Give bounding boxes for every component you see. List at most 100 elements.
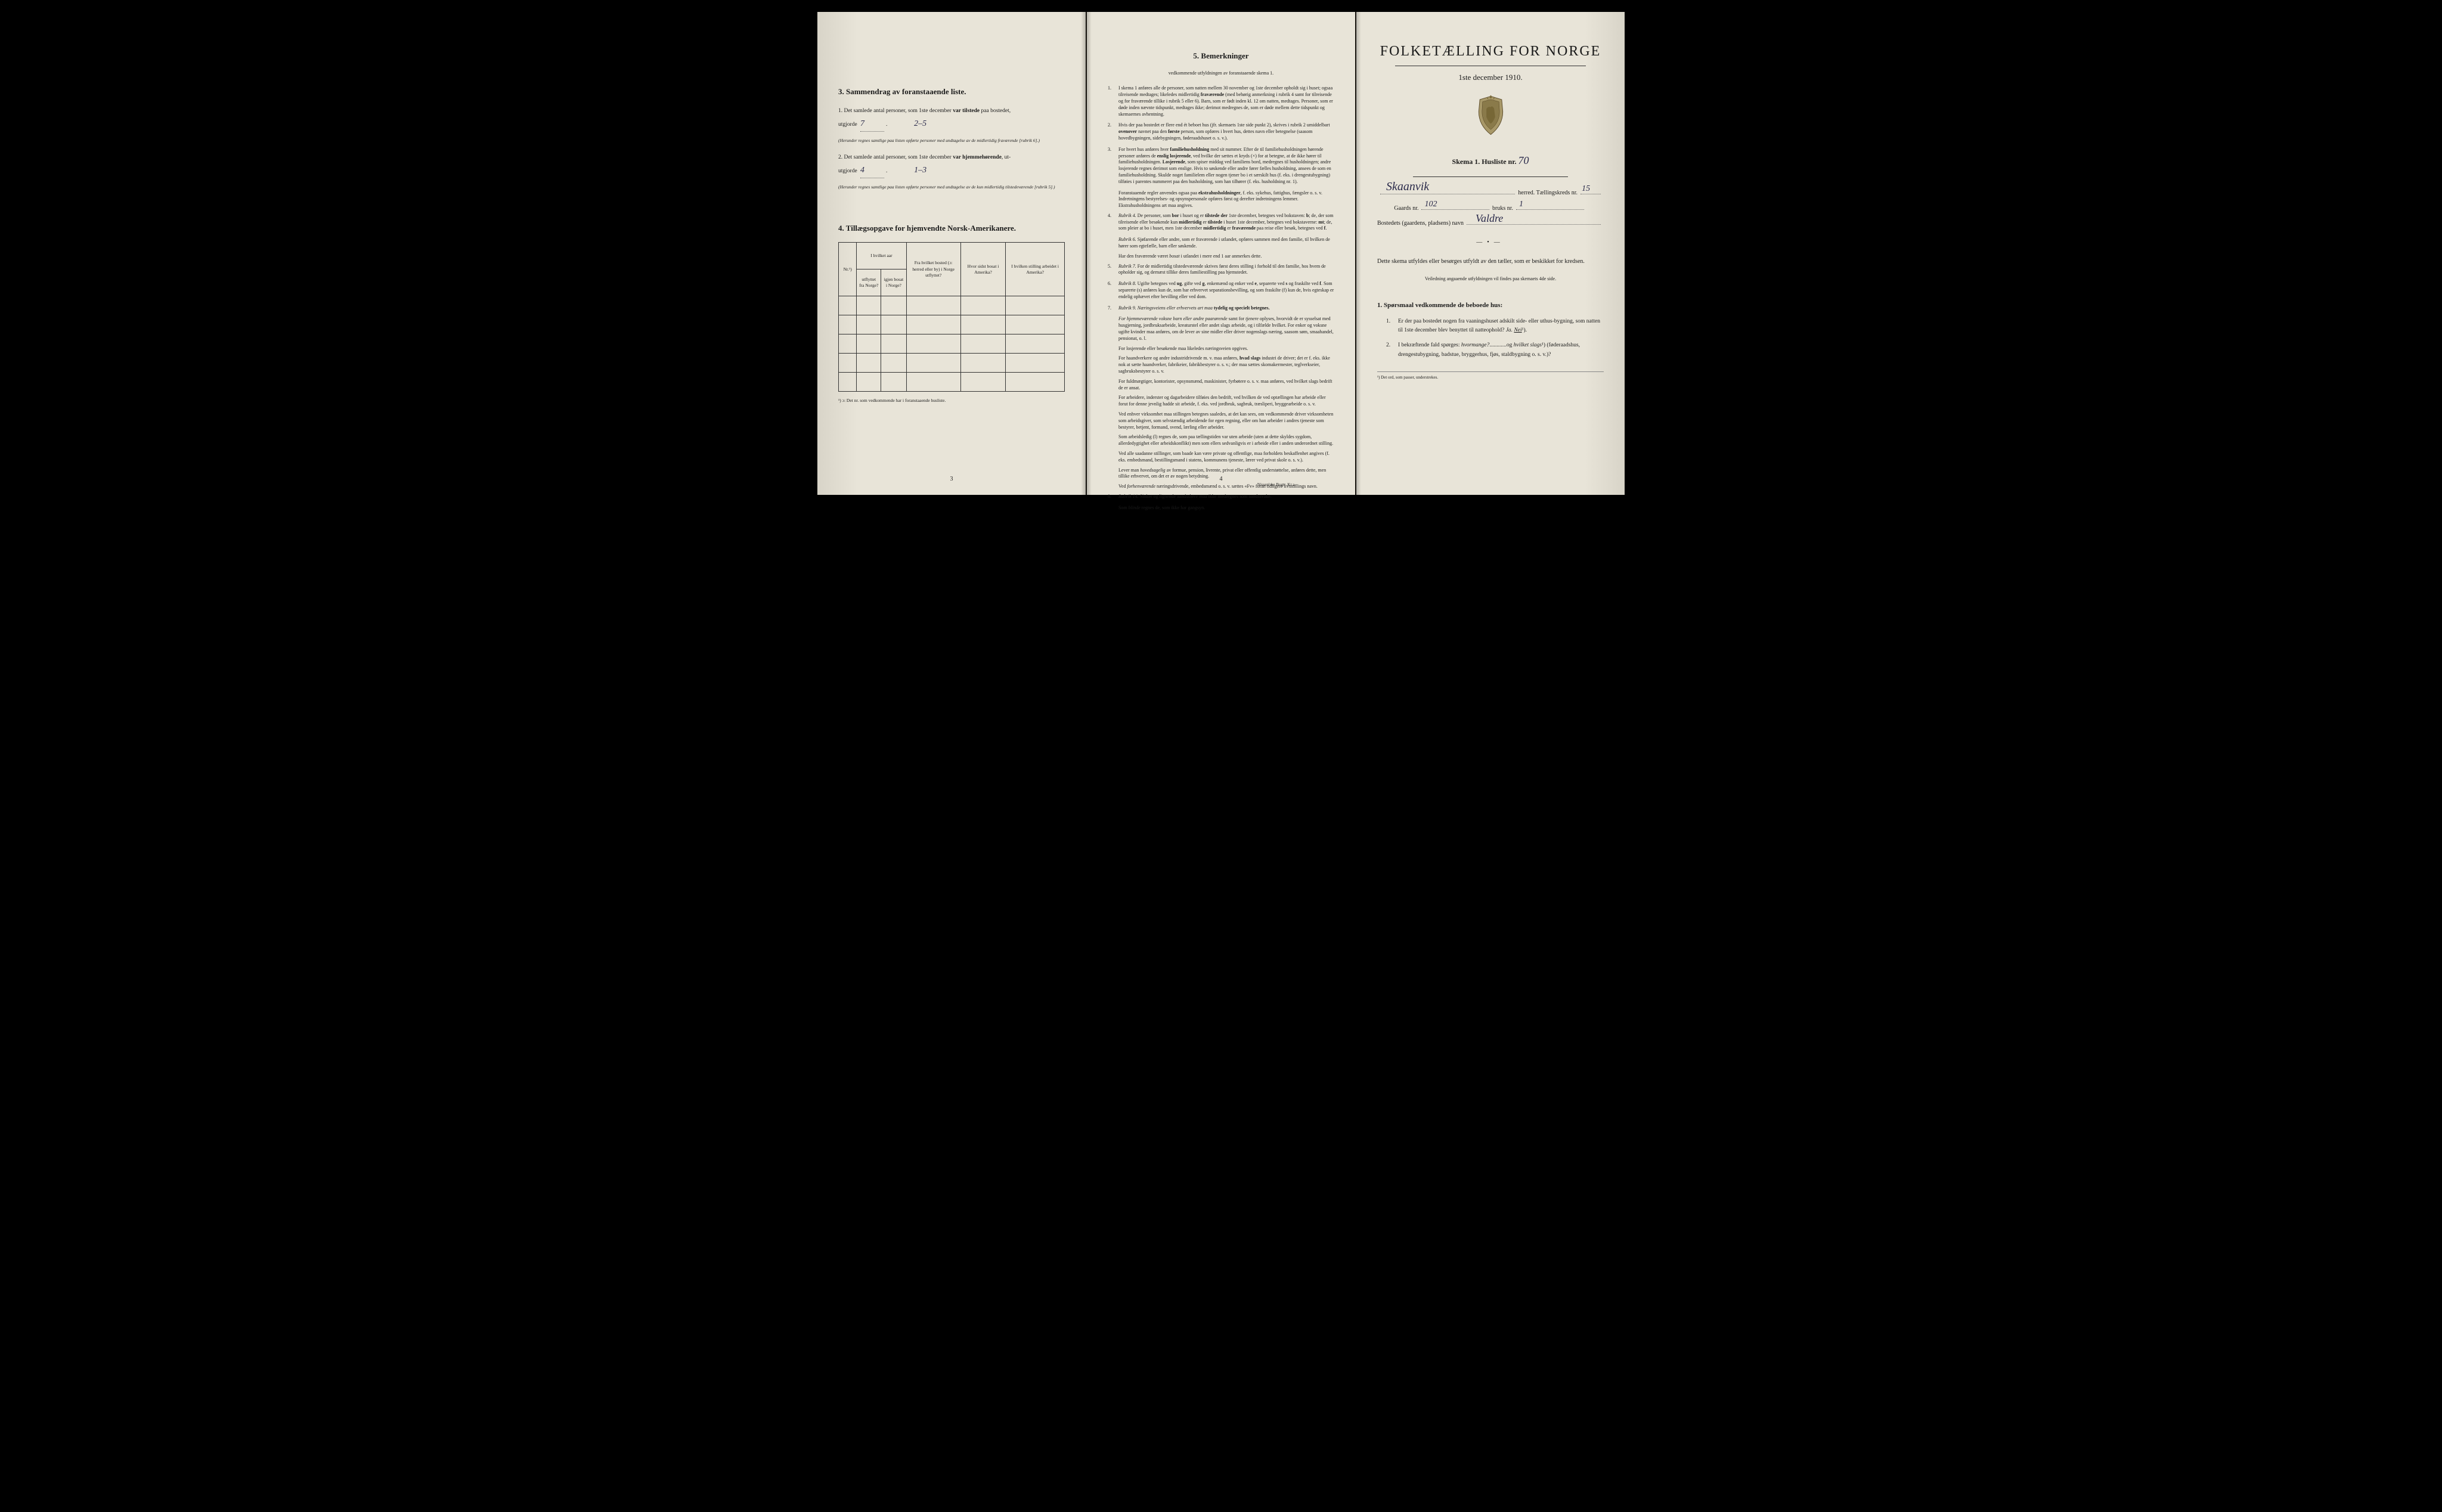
remark-indent: For hjemmeværende voksne barn eller andr… [1118,316,1334,342]
supplement-table: Nr.¹) I hvilket aar Fra hvilket bosted (… [838,242,1065,392]
remark-indent: For losjerende eller besøkende maa likel… [1118,346,1334,352]
remark-indent: Rubrik 6. Sjøfarende eller andre, som er… [1118,237,1334,250]
remarks-list: 1.I skema 1 anføres alle de personer, so… [1108,85,1334,511]
remark-item: 8.Rubrik 14. Sinker og lignende aandsslø… [1108,494,1334,500]
remark-indent: For arbeidere, inderster og dagarbeidere… [1118,395,1334,408]
item1-post: paa bostedet, [981,108,1011,114]
item1-bold: var tilstede [953,108,980,114]
skema-label: Skema 1. Husliste nr. [1452,157,1517,166]
remark-indent: Ved forhenværende næringsdrivende, embed… [1118,484,1334,490]
bruks-hw: 1 [1519,199,1523,210]
herred-label: herred. Tællingskreds nr. [1518,189,1578,197]
table-row [839,354,1065,373]
table-row [839,334,1065,354]
binding-shadow [1081,12,1086,495]
remark-indent: For fuldmægtiger, kontorister, opsynsmæn… [1118,379,1334,392]
hw-1b: 2–5 [914,119,926,128]
remark-content: Rubrik 14. Sinker og lignende aandssløve… [1118,494,1334,500]
census-date: 1ste december 1910. [1377,72,1604,83]
remark-indent: Foranstaaende regler anvendes ogsaa paa … [1118,190,1334,209]
item2-bold: var hjemmehørende [953,154,1002,160]
remark-content: I skema 1 anføres alle de personer, som … [1118,85,1334,117]
ornament-divider: ―•― [1377,238,1604,247]
note-2: (Herunder regnes samtlige paa listen opf… [838,184,1065,190]
bosted-hw: Valdre [1476,211,1503,225]
note-1: (Herunder regnes samtlige paa listen opf… [838,138,1065,144]
page-4: 5. Bemerkninger vedkommende utfyldningen… [1087,12,1355,495]
page5-footnote: ¹) Det ord, som passer, understrekes. [1377,371,1604,380]
bosted-line: Bostedets (gaardens, pladsens) navn Vald… [1377,219,1604,228]
skema-number-hw: 70 [1518,154,1529,166]
q2-num: 2. [1386,341,1398,359]
remark-indent: Ved enhver virksomhet maa stillingen bet… [1118,411,1334,430]
coat-of-arms [1377,95,1604,138]
item2-pre: 2. Det samlede antal personer, som 1ste … [838,154,952,160]
remark-num: 4. [1108,213,1118,232]
th-amerika: Hvor sidst bosat i Amerika? [960,243,1006,296]
remark-indent: Ved alle saadanne stillinger, som baade … [1118,451,1334,464]
th-stilling: I hvilken stilling arbeidet i Amerika? [1006,243,1065,296]
summary-item-1: 1. Det samlede antal personer, som 1ste … [838,106,1065,132]
remark-num: 8. [1108,494,1118,500]
printer-mark: Nissen'ske Bogtr. Kr.a. [1257,482,1296,488]
remark-num: 3. [1108,147,1118,185]
remark-content: Hvis der paa bostedet er flere end ét be… [1118,122,1334,141]
th-bosted: Fra hvilket bosted (ɔ: herred eller by) … [906,243,960,296]
item1-pre: 1. Det samlede antal personer, som 1ste … [838,108,952,114]
skema-line: Skema 1. Husliste nr. 70 [1377,153,1604,168]
remark-content: Rubrik 4. De personer, som bor i huset o… [1118,213,1334,232]
fill-2a: 4 [860,163,884,178]
remark-num: 5. [1108,264,1118,277]
skema-rule [1413,176,1568,177]
table-footnote: ¹) ɔ: Det nr. som vedkommende har i fora… [838,398,1065,404]
page-number-3: 3 [950,475,953,484]
remark-indent: Har den fraværende været bosat i utlande… [1118,253,1334,260]
remark-item: 3.For hvert hus anføres hver familiehush… [1108,147,1334,185]
remark-num: 2. [1108,122,1118,141]
kreds-hw: 15 [1582,184,1590,195]
remark-num: 7. [1108,305,1118,312]
page-5-cover: FOLKETÆLLING FOR NORGE 1ste december 191… [1356,12,1625,495]
table-header-row: Nr.¹) I hvilket aar Fra hvilket bosted (… [839,243,1065,269]
remark-content: Rubrik 9. Næringsveiens eller erhvervets… [1118,305,1334,312]
remark-content: Rubrik 8. Ugifte betegnes ved ug, gifte … [1118,281,1334,300]
section-5-title: 5. Bemerkninger [1108,51,1334,61]
section-3-title: 3. Sammendrag av foranstaaende liste. [838,86,1065,97]
remark-item: 6.Rubrik 8. Ugifte betegnes ved ug, gift… [1108,281,1334,300]
table-row [839,296,1065,315]
herred-line: Skaanvik herred. Tællingskreds nr. 15 [1377,189,1604,197]
crest-svg [1474,95,1507,137]
q2-text: I bekræftende fald spørges: hvormange?..… [1398,341,1604,359]
gaards-fill: 102 [1421,209,1489,210]
gaards-hw: 102 [1424,199,1437,210]
th-utflyttet: utflyttet fra Norge? [857,269,881,296]
binding-shadow [1356,12,1361,495]
section-4-title: 4. Tillægsopgave for hjemvendte Norsk-Am… [838,223,1065,234]
remark-item: 1.I skema 1 anføres alle de personer, so… [1108,85,1334,117]
remark-item: 5.Rubrik 7. For de midlertidig tilstedev… [1108,264,1334,277]
hw-2a: 4 [860,166,864,175]
table-row [839,315,1065,334]
th-nr: Nr.¹) [839,243,857,296]
th-igjen: igjen bosat i Norge? [881,269,907,296]
item2-post: , ut- [1002,154,1011,160]
info-para-2: Veiledning angaaende utfyldningen vil fi… [1377,275,1604,283]
document-spread: 3. Sammendrag av foranstaaende liste. 1.… [817,12,1625,495]
page-3: 3. Sammendrag av foranstaaende liste. 1.… [817,12,1086,495]
section-5-subtitle: vedkommende utfyldningen av foranstaaend… [1108,70,1334,77]
info-para-1: Dette skema utfyldes eller besørges utfy… [1377,257,1604,267]
bruks-fill: 1 [1516,209,1584,210]
hw-1a: 7 [860,119,864,128]
hw-2b: 1–3 [914,166,926,175]
fill-1a: 7 [860,116,884,132]
table-row [839,373,1065,392]
remark-indent: Lever man hovedsagelig av formue, pensio… [1118,467,1334,481]
questions-title: 1. Spørsmaal vedkommende de beboede hus: [1377,301,1604,310]
remark-content: Rubrik 7. For de midlertidig tilstedevær… [1118,264,1334,277]
census-main-title: FOLKETÆLLING FOR NORGE [1377,42,1604,61]
q1-num: 1. [1386,317,1398,335]
remark-indent: For haandverkere og andre industridriven… [1118,355,1334,374]
q1-text: Er der paa bostedet nogen fra vaaningshu… [1398,317,1604,335]
bosted-fill: Valdre [1467,224,1601,225]
remark-num: 6. [1108,281,1118,300]
